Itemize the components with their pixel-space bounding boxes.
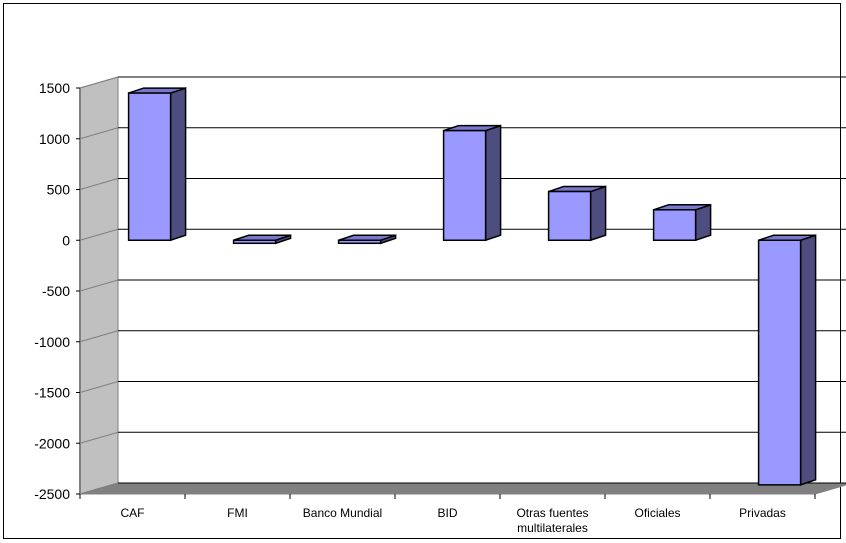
x-category-label: Privadas bbox=[739, 506, 786, 520]
wall-gridline bbox=[79, 431, 119, 444]
x-category-label: Oficiales bbox=[634, 506, 680, 520]
y-tick-label: -2500 bbox=[34, 486, 70, 502]
bar bbox=[232, 239, 277, 245]
y-tick-label: -1500 bbox=[34, 385, 70, 401]
bar bbox=[337, 239, 382, 245]
bar-side bbox=[799, 234, 817, 486]
bar bbox=[652, 209, 697, 242]
wall-gridline bbox=[79, 228, 119, 241]
x-category-label: Otras fuentes bbox=[516, 506, 588, 520]
wall-gridline bbox=[79, 482, 119, 495]
y-tick-label: 1500 bbox=[39, 80, 70, 96]
wall-gridline bbox=[79, 381, 119, 393]
bar bbox=[127, 92, 172, 241]
x-category-label: FMI bbox=[227, 506, 248, 520]
wall-gridline bbox=[79, 279, 119, 292]
y-tick-label: -1000 bbox=[34, 334, 70, 350]
wall-gridline bbox=[79, 127, 119, 140]
wall-gridline bbox=[79, 178, 119, 190]
bar-side bbox=[694, 203, 712, 242]
bar bbox=[757, 239, 802, 486]
x-category-label: CAF bbox=[121, 506, 145, 520]
y-tick-label: -500 bbox=[42, 283, 70, 299]
bar bbox=[442, 129, 487, 242]
x-category-label: Banco Mundial bbox=[303, 506, 382, 520]
y-tick-label: -2000 bbox=[34, 435, 70, 451]
bar-side bbox=[169, 87, 187, 242]
x-category-label: BID bbox=[437, 506, 457, 520]
y-tick-label: 500 bbox=[47, 182, 71, 198]
bar bbox=[547, 190, 592, 241]
wall-gridline bbox=[79, 76, 119, 89]
y-tick-label: 0 bbox=[62, 232, 70, 248]
bar-side bbox=[484, 124, 502, 242]
chart-floor bbox=[79, 482, 846, 495]
y-tick-label: 1000 bbox=[39, 131, 70, 147]
x-category-label: multilaterales bbox=[517, 521, 588, 535]
bar-side bbox=[589, 185, 607, 242]
wall-gridline bbox=[79, 330, 119, 343]
